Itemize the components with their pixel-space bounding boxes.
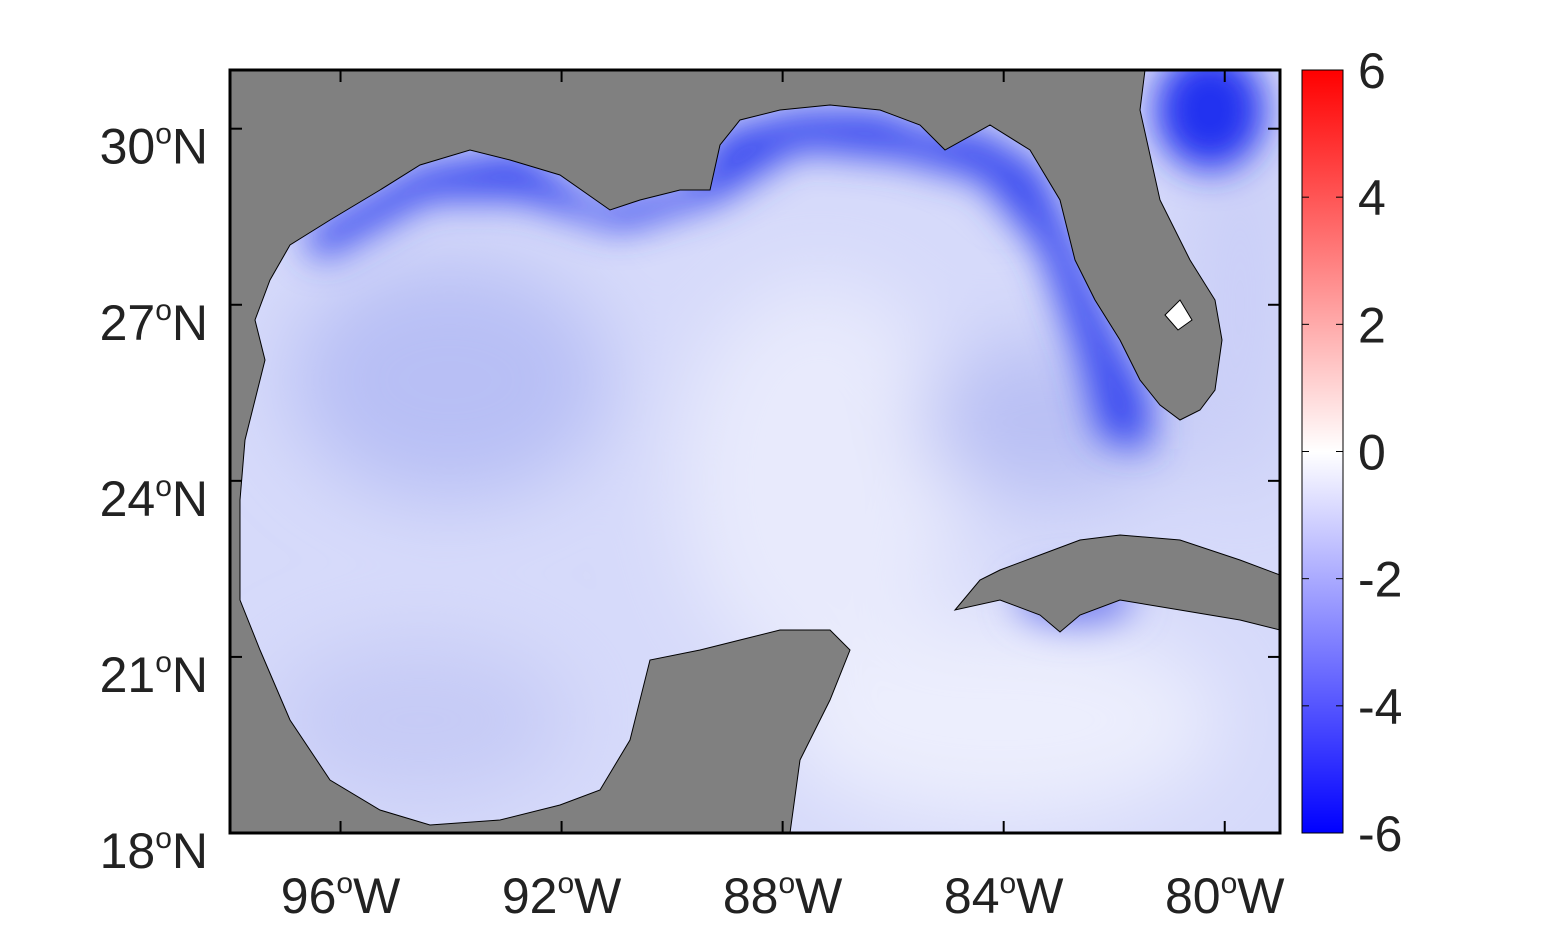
tick-number: 21 bbox=[100, 647, 156, 703]
degree-sign: o bbox=[155, 822, 172, 855]
tick-label: 24oN bbox=[100, 470, 208, 527]
hemisphere: W bbox=[795, 868, 843, 924]
degree-sign: o bbox=[155, 118, 172, 151]
tick-number: 96 bbox=[281, 868, 337, 924]
tick-number: 84 bbox=[944, 868, 1000, 924]
degree-sign: o bbox=[557, 867, 574, 900]
hemisphere: N bbox=[172, 647, 208, 703]
degree-sign: o bbox=[778, 867, 795, 900]
hemisphere: N bbox=[172, 823, 208, 879]
hemisphere: W bbox=[1016, 868, 1064, 924]
tick-label: 84oW bbox=[944, 867, 1064, 924]
map-area bbox=[230, 70, 1280, 833]
degree-sign: o bbox=[155, 294, 172, 327]
hemisphere: N bbox=[172, 295, 208, 351]
hemisphere: N bbox=[172, 471, 208, 527]
axes-frame bbox=[228, 68, 1282, 835]
degree-sign: o bbox=[336, 867, 353, 900]
tick-number: 30 bbox=[100, 119, 156, 175]
colorbar-tick-label: 4 bbox=[1358, 170, 1386, 226]
tick-label: 21oN bbox=[100, 646, 208, 703]
tick-label: 92oW bbox=[502, 867, 622, 924]
hemisphere: N bbox=[172, 119, 208, 175]
degree-sign: o bbox=[155, 470, 172, 503]
colorbar-tick-label: -2 bbox=[1358, 552, 1402, 608]
tick-number: 92 bbox=[502, 868, 558, 924]
hemisphere: W bbox=[574, 868, 622, 924]
degree-sign: o bbox=[1000, 867, 1017, 900]
degree-sign: o bbox=[155, 646, 172, 679]
tick-label: 27oN bbox=[100, 294, 208, 351]
tick-number: 80 bbox=[1165, 868, 1221, 924]
colorbar-tick-label: 2 bbox=[1358, 297, 1386, 353]
ocean-texture bbox=[270, 100, 1280, 820]
tick-label: 96oW bbox=[281, 867, 401, 924]
colorbar-tick-label: -6 bbox=[1358, 806, 1402, 862]
ticks: 96oW 92oW 88oW 84oW 80oW18oN21oN24oN27oN30oN… bbox=[100, 43, 1403, 924]
hemisphere: W bbox=[1237, 868, 1285, 924]
colorbar-tick-label: -4 bbox=[1358, 679, 1402, 735]
degree-sign: o bbox=[1221, 867, 1238, 900]
colorbar-tick-label: 0 bbox=[1358, 425, 1386, 481]
colorbar-tick-label: 6 bbox=[1358, 43, 1386, 99]
tick-number: 88 bbox=[723, 868, 779, 924]
land-cuba bbox=[953, 534, 1280, 633]
tick-number: 27 bbox=[100, 295, 156, 351]
tick-label: 30oN bbox=[100, 118, 208, 175]
tick-label: 18oN bbox=[100, 822, 208, 879]
hemisphere: W bbox=[353, 868, 401, 924]
land-mainland bbox=[230, 70, 1223, 833]
tick-label: 88oW bbox=[723, 867, 843, 924]
tick-label: 80oW bbox=[1165, 867, 1285, 924]
lake bbox=[1164, 299, 1193, 331]
tick-number: 24 bbox=[100, 471, 156, 527]
tick-number: 18 bbox=[100, 823, 156, 879]
